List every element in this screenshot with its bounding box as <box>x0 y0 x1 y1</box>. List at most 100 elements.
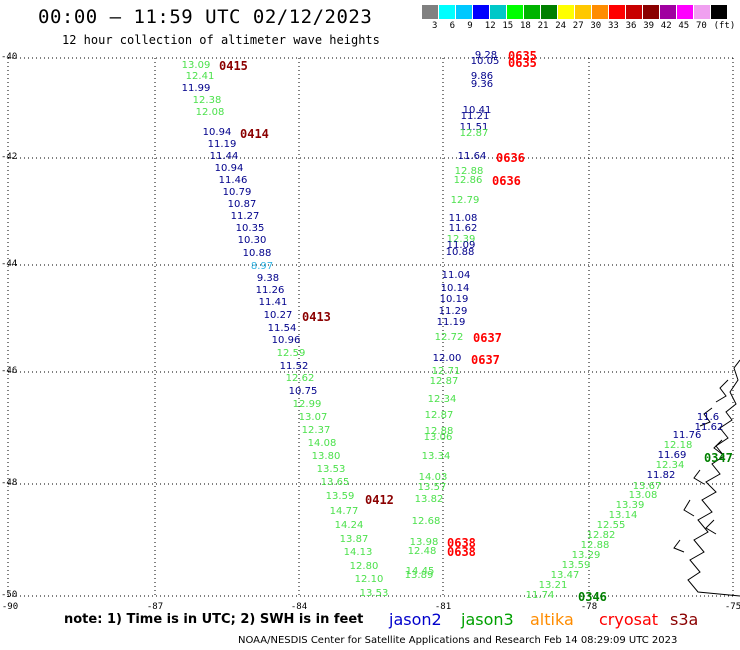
pass-time-label: 0638 <box>447 536 476 550</box>
swh-value: 10.79 <box>222 187 252 198</box>
swh-value: 13.21 <box>538 580 568 591</box>
swh-value: 10.30 <box>237 235 267 246</box>
swh-value: 12.00 <box>432 353 462 364</box>
legend-swatch <box>609 5 626 19</box>
pass-time-label: 0638 <box>447 545 476 559</box>
footer-credit: NOAA/NESDIS Center for Satellite Applica… <box>238 635 678 646</box>
legend-label: 30 <box>590 21 602 31</box>
swh-value: 13.67 <box>632 481 662 492</box>
lat-lon-grid <box>7 57 734 597</box>
swh-value: 12.55 <box>596 520 626 531</box>
swh-value: 10.94 <box>202 127 232 138</box>
swh-value: 11.04 <box>441 270 471 281</box>
swh-value: 10.96 <box>271 335 301 346</box>
swh-value: 12.87 <box>424 410 454 421</box>
legend-swatch <box>694 5 711 19</box>
legend-swatch <box>507 5 524 19</box>
swh-value: 14.13 <box>343 547 373 558</box>
latitude-label: -42 <box>1 152 18 162</box>
swh-value: 13.80 <box>311 451 341 462</box>
swh-value: 11.09 <box>446 240 476 251</box>
coastline <box>673 359 740 597</box>
swh-value: 11.41 <box>258 297 288 308</box>
swh-value: 12.62 <box>285 373 315 384</box>
swh-value: 12.39 <box>446 234 476 245</box>
legend-label: 18 <box>520 21 531 31</box>
swh-value: 12.80 <box>349 561 379 572</box>
swh-value: 14.24 <box>334 520 364 531</box>
page-title: 00:00 – 11:59 UTC 02/12/2023 <box>38 6 373 28</box>
swh-value: 13.09 <box>181 60 211 71</box>
swh-value: 13.59 <box>561 560 591 571</box>
swh-value: 11.99 <box>181 83 211 94</box>
swh-value: 11.19 <box>207 139 237 150</box>
swh-value: 13.57 <box>417 482 447 493</box>
swh-value: 12.68 <box>411 516 441 527</box>
swh-value: 11.46 <box>218 175 248 186</box>
swh-value: 13.98 <box>409 537 439 548</box>
pass-time-label: 0412 <box>365 493 394 507</box>
pass-time-label: 0636 <box>496 151 525 165</box>
swh-value: 12.72 <box>434 332 464 343</box>
swh-value: 12.71 <box>431 366 461 377</box>
swh-value: 11.27 <box>230 211 260 222</box>
swh-value: 9.38 <box>256 273 280 284</box>
swh-value: 10.88 <box>242 248 272 259</box>
swh-value: 12.88 <box>424 426 454 437</box>
legend-label: 27 <box>572 21 584 31</box>
swh-value: 13.14 <box>608 510 638 521</box>
pass-time-label: 0347 <box>704 451 733 465</box>
swh-value: 10.88 <box>445 247 475 258</box>
legend-label: 24 <box>555 21 567 31</box>
pass-time-label: 0637 <box>471 353 500 367</box>
swh-value: 14.77 <box>329 506 359 517</box>
swh-value: 10.41 <box>462 105 492 116</box>
swh-value: 10.94 <box>214 163 244 174</box>
swh-value: 11.64 <box>457 151 487 162</box>
legend-swatch <box>422 5 439 19</box>
legend-swatch <box>490 5 507 19</box>
swh-value: 10.35 <box>235 223 265 234</box>
swh-value: 12.88 <box>454 166 484 177</box>
swh-value: 10.27 <box>263 310 293 321</box>
legend-label: 21 <box>537 21 549 31</box>
swh-value: 11.21 <box>460 111 490 122</box>
swh-value: 11.62 <box>448 223 478 234</box>
swh-value: 10.19 <box>439 294 469 305</box>
legend-swatch <box>592 5 609 19</box>
legend-swatch <box>541 5 558 19</box>
swh-value: 11.29 <box>438 306 468 317</box>
swh-value: 9.86 <box>470 71 494 82</box>
swh-value: 9.28 <box>474 50 498 61</box>
swh-value: 12.34 <box>655 460 685 471</box>
pass-time-label: 0414 <box>240 127 269 141</box>
legend-label: 3 <box>432 21 438 31</box>
satellite-jason3: jason3 <box>461 610 514 629</box>
swh-value: 11.6 <box>696 412 720 423</box>
swh-value: 12.38 <box>192 95 222 106</box>
pass-time-label: 0636 <box>492 174 521 188</box>
swh-value: 11.54 <box>267 323 297 334</box>
legend-label: (ft) <box>713 21 736 31</box>
swh-value: 11.08 <box>448 213 478 224</box>
legend-swatch <box>439 5 456 19</box>
swh-value: 10.05 <box>470 56 500 67</box>
swh-value: 12.18 <box>663 440 693 451</box>
satellite-cryosat: cryosat <box>599 610 659 629</box>
swh-value: 12.37 <box>301 425 331 436</box>
longitude-label: -81 <box>434 602 452 612</box>
pass-time-label: 0635 <box>508 49 537 63</box>
satellite-altika: altika <box>530 610 574 629</box>
longitude-label: -90 <box>1 602 19 612</box>
color-legend-bar <box>422 5 728 19</box>
swh-value: 12.88 <box>580 540 610 551</box>
swh-value: 13.53 <box>359 588 389 599</box>
swh-value: 11.76 <box>672 430 702 441</box>
swh-value: 8.97 <box>250 261 274 272</box>
swh-value: 12.99 <box>292 399 322 410</box>
swh-value: 11.19 <box>436 317 466 328</box>
satellite-jason2: jason2 <box>389 610 442 629</box>
page-subtitle: 12 hour collection of altimeter wave hei… <box>62 33 380 47</box>
satellite-s3a: s3a <box>670 610 699 629</box>
